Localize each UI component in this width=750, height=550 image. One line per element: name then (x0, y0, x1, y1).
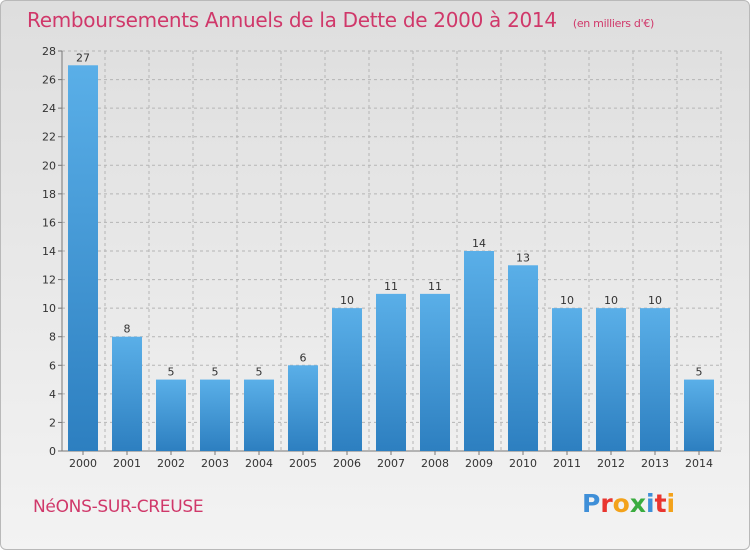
bar (332, 308, 362, 451)
y-tick-label: 4 (49, 388, 56, 401)
value-label: 10 (340, 294, 354, 307)
x-tick-label: 2006 (333, 457, 361, 470)
y-tick-label: 0 (49, 445, 56, 458)
x-tick-label: 2004 (245, 457, 273, 470)
y-tick-label: 10 (42, 302, 56, 315)
y-tick-label: 6 (49, 359, 56, 372)
town-name: NéONS-SUR-CREUSE (33, 497, 204, 517)
value-label: 10 (604, 294, 618, 307)
y-tick-label: 28 (42, 45, 56, 58)
x-tick-label: 2005 (289, 457, 317, 470)
bar (244, 379, 274, 451)
x-tick-label: 2002 (157, 457, 185, 470)
value-label: 5 (212, 366, 219, 379)
x-tick-labels: 2000 2001 2002 2003 2004 2005 2006 2007 2008 2009… (69, 457, 713, 470)
bar (684, 379, 714, 451)
bar (200, 379, 230, 451)
bar (288, 365, 318, 451)
logo-letter: i (646, 489, 655, 518)
bars (68, 65, 714, 452)
chart-unit: (en milliers d'€) (572, 17, 655, 30)
bar (640, 308, 670, 451)
value-label: 10 (648, 294, 662, 307)
chart-title: Remboursements Annuels de la Dette de 20… (27, 8, 654, 32)
value-label: 5 (696, 366, 703, 379)
logo-letter: P (582, 489, 601, 518)
value-label: 27 (76, 51, 90, 64)
y-tick-label: 26 (42, 74, 56, 87)
x-tick-label: 2012 (597, 457, 625, 470)
bar (112, 336, 142, 451)
value-label: 5 (256, 366, 263, 379)
bar (156, 379, 186, 451)
bar (420, 293, 450, 451)
y-tick-label: 16 (42, 216, 56, 229)
x-tick-label: 2000 (69, 457, 97, 470)
value-label: 10 (560, 294, 574, 307)
value-label: 14 (472, 237, 486, 250)
x-tick-label: 2007 (377, 457, 405, 470)
x-tick-label: 2009 (465, 457, 493, 470)
value-label: 11 (384, 280, 398, 293)
y-tick-label: 14 (42, 245, 56, 258)
logo-letter: t (654, 489, 667, 518)
proxiti-logo: Proxiti (582, 489, 675, 518)
value-label: 6 (300, 351, 307, 364)
y-tick-label: 18 (42, 188, 56, 201)
bar (68, 65, 98, 452)
x-tick-label: 2003 (201, 457, 229, 470)
chart-title-text: Remboursements Annuels de la Dette de 20… (27, 8, 557, 32)
y-tick-label: 8 (49, 331, 56, 344)
logo-letter: o (612, 489, 630, 518)
value-labels: 27 8 5 5 5 6 10 11 11 14 13 10 10 10 5 (76, 51, 703, 378)
x-tick-label: 2010 (509, 457, 537, 470)
logo-letter: r (600, 489, 613, 518)
x-tick-label: 2001 (113, 457, 141, 470)
x-tick-label: 2014 (685, 457, 713, 470)
bar (508, 265, 538, 451)
bar (596, 308, 626, 451)
value-label: 11 (428, 280, 442, 293)
x-tick-label: 2011 (553, 457, 581, 470)
y-tick-label: 2 (49, 416, 56, 429)
bar (376, 293, 406, 451)
bar (552, 308, 582, 451)
value-label: 13 (516, 251, 530, 264)
x-tick-label: 2013 (641, 457, 669, 470)
value-label: 8 (124, 323, 131, 336)
value-label: 5 (168, 366, 175, 379)
logo-letter: x (629, 489, 646, 518)
bar (464, 251, 494, 451)
y-tick-label: 12 (42, 274, 56, 287)
y-tick-label: 22 (42, 131, 56, 144)
y-tick-label: 20 (42, 159, 56, 172)
x-tick-label: 2008 (421, 457, 449, 470)
y-tick-label: 24 (42, 102, 56, 115)
logo-letter: i (666, 489, 676, 518)
